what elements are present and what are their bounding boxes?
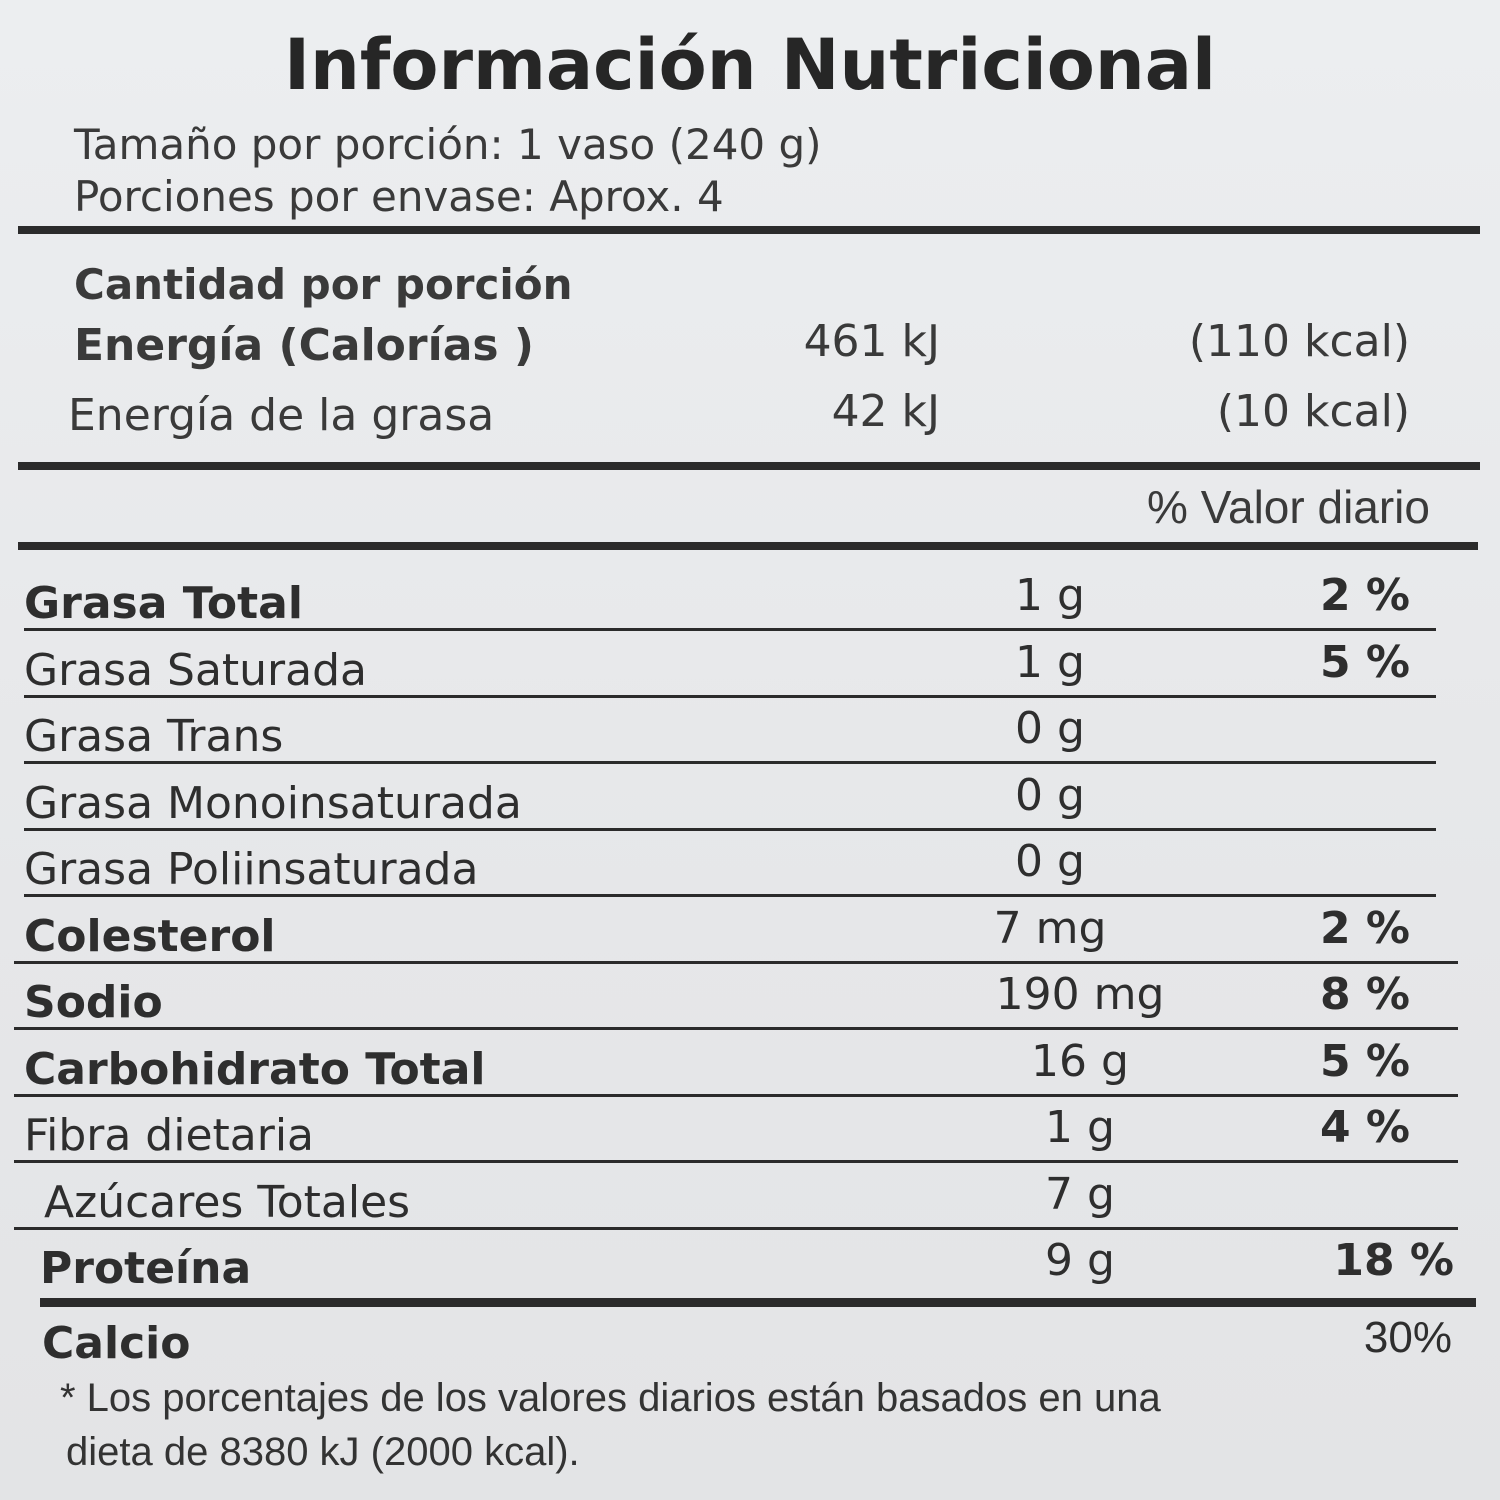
- title: Información Nutricional: [284, 24, 1216, 106]
- nutrient-name: Carbohidrato Total: [24, 1043, 486, 1095]
- nutrient-name: Azúcares Totales: [44, 1176, 411, 1228]
- energy-kcal: (110 kcal): [1188, 316, 1410, 367]
- nutrient-dv: 4 %: [1319, 1102, 1410, 1153]
- nutrient-dv: 8 %: [1319, 969, 1410, 1020]
- footnote-line: dieta de 8380 kJ (2000 kcal).: [66, 1430, 580, 1474]
- nutrient-amount: 1 g: [1015, 636, 1085, 688]
- row-rule: [24, 894, 1436, 897]
- thick-rule: [18, 542, 1478, 550]
- row-rule: [14, 1160, 1458, 1163]
- energy-name: Energía (Calorías ): [74, 320, 535, 371]
- nutrient-dv: 5 %: [1319, 1035, 1410, 1087]
- amount-header: Cantidad por porción: [74, 260, 573, 309]
- nutrient-name: Grasa Poliinsaturada: [24, 844, 479, 895]
- nutrient-amount: 7 g: [1045, 1168, 1115, 1220]
- nutrient-name: Grasa Monoinsaturada: [24, 777, 522, 829]
- nutrient-amount: 1 g: [1045, 1102, 1115, 1153]
- energy-kj: 42 kJ: [831, 386, 940, 437]
- nutrient-dv: 18 %: [1333, 1235, 1454, 1286]
- row-rule: [14, 1093, 1458, 1097]
- nutrient-amount: 190 mg: [995, 969, 1165, 1020]
- calcium-name: Calcio: [42, 1318, 191, 1369]
- serving-size: Tamaño por porción: 1 vaso (240 g): [74, 120, 822, 169]
- nutrient-amount: 16 g: [1031, 1035, 1129, 1087]
- nutrient-name: Colesterol: [24, 910, 276, 962]
- thick-rule: [18, 226, 1480, 234]
- energy-name: Energía de la grasa: [68, 390, 495, 441]
- nutrient-name: Fibra dietaria: [24, 1110, 315, 1161]
- nutrient-amount: 1 g: [1015, 570, 1085, 621]
- row-rule: [14, 960, 1458, 964]
- thick-rule: [18, 462, 1480, 470]
- calcium-dv: 30%: [1363, 1313, 1452, 1362]
- row-rule: [24, 628, 1436, 631]
- nutrient-name: Grasa Total: [24, 578, 303, 629]
- row-rule: [24, 761, 1436, 764]
- row-rule: [14, 1226, 1458, 1230]
- dv-header: % Valor diario: [1147, 481, 1430, 533]
- row-rule: [14, 1027, 1458, 1030]
- row-rule: [24, 827, 1436, 831]
- nutrient-name: Grasa Trans: [24, 711, 284, 762]
- nutrient-amount: 7 mg: [993, 902, 1107, 954]
- nutrient-amount: 9 g: [1045, 1235, 1115, 1286]
- nutrient-dv: 5 %: [1319, 636, 1410, 688]
- servings-per-container: Porciones por envase: Aprox. 4: [74, 172, 724, 221]
- footnote-line: * Los porcentajes de los valores diarios…: [60, 1376, 1161, 1420]
- nutrient-name: Grasa Saturada: [24, 644, 367, 696]
- nutrient-amount: 0 g: [1015, 836, 1085, 887]
- row-rule: [24, 694, 1436, 698]
- nutrient-name: Sodio: [24, 977, 163, 1028]
- nutrient-dv: 2 %: [1319, 570, 1410, 621]
- energy-kcal: (10 kcal): [1216, 386, 1410, 437]
- nutrient-name: Proteína: [40, 1243, 252, 1294]
- nutrient-amount: 0 g: [1015, 703, 1085, 754]
- energy-kj: 461 kJ: [803, 316, 940, 367]
- nutrient-dv: 2 %: [1319, 902, 1410, 954]
- thick-rule: [40, 1298, 1476, 1307]
- nutrient-amount: 0 g: [1015, 769, 1085, 821]
